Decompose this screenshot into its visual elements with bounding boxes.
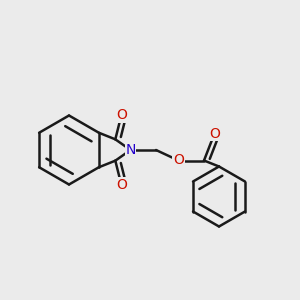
Text: O: O — [209, 127, 220, 140]
Text: O: O — [116, 109, 127, 122]
Text: O: O — [116, 178, 127, 191]
Text: O: O — [173, 154, 184, 167]
Text: N: N — [125, 143, 136, 157]
